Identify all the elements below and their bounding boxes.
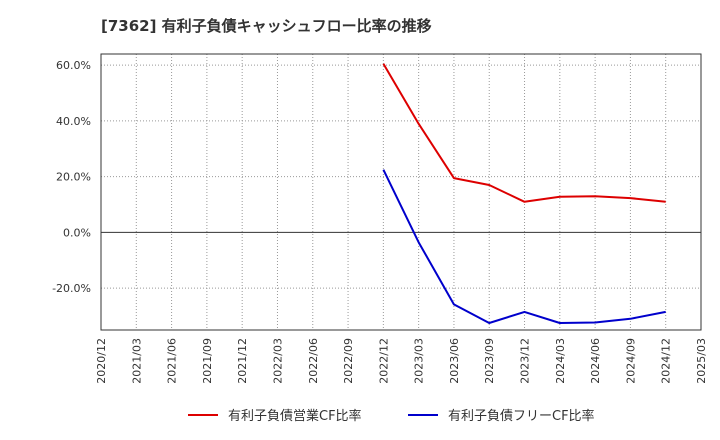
x-tick-label: 2021/03 <box>130 338 143 384</box>
x-tick-label: 2023/12 <box>519 338 532 384</box>
y-axis-ticks: 60.0% 40.0% 20.0% 0.0% -20.0% <box>52 59 91 295</box>
plot-frame <box>100 53 702 331</box>
series-line <box>382 63 666 203</box>
x-tick-label: 2023/03 <box>413 338 426 384</box>
x-tick-label: 2022/03 <box>271 338 284 384</box>
y-tick-label: -20.0% <box>52 282 91 295</box>
grid <box>101 54 701 330</box>
x-tick-label: 2024/06 <box>589 338 602 384</box>
x-tick-label: 2023/06 <box>448 338 461 384</box>
y-tick-label: 20.0% <box>56 171 91 184</box>
x-tick-label: 2021/09 <box>201 338 214 384</box>
series-lines <box>382 63 666 324</box>
x-tick-label: 2020/12 <box>95 338 108 384</box>
x-tick-label: 2022/06 <box>307 338 320 384</box>
chart-title: [7362] 有利子負債キャッシュフロー比率の推移 <box>101 17 432 35</box>
legend: 有利子負債営業CF比率 有利子負債フリーCF比率 <box>188 408 595 424</box>
x-tick-label: 2022/09 <box>342 338 355 384</box>
y-tick-label: 60.0% <box>56 59 91 72</box>
x-tick-label: 2025/03 <box>695 338 708 384</box>
x-tick-label: 2021/12 <box>236 338 249 384</box>
y-tick-label: 40.0% <box>56 115 91 128</box>
x-axis-ticks: 2020/12 2021/03 2021/06 2021/09 2021/12 2022/… <box>95 338 708 384</box>
x-tick-label: 2023/09 <box>483 338 496 384</box>
legend-label: 有利子負債フリーCF比率 <box>448 408 595 424</box>
x-tick-label: 2024/03 <box>554 338 567 384</box>
x-tick-label: 2024/12 <box>660 338 673 384</box>
x-tick-label: 2022/12 <box>377 338 390 384</box>
legend-label: 有利子負債営業CF比率 <box>228 408 362 424</box>
y-tick-label: 0.0% <box>63 226 91 239</box>
series-line <box>382 169 666 324</box>
x-tick-label: 2024/09 <box>624 338 637 384</box>
x-tick-label: 2021/06 <box>166 338 179 384</box>
